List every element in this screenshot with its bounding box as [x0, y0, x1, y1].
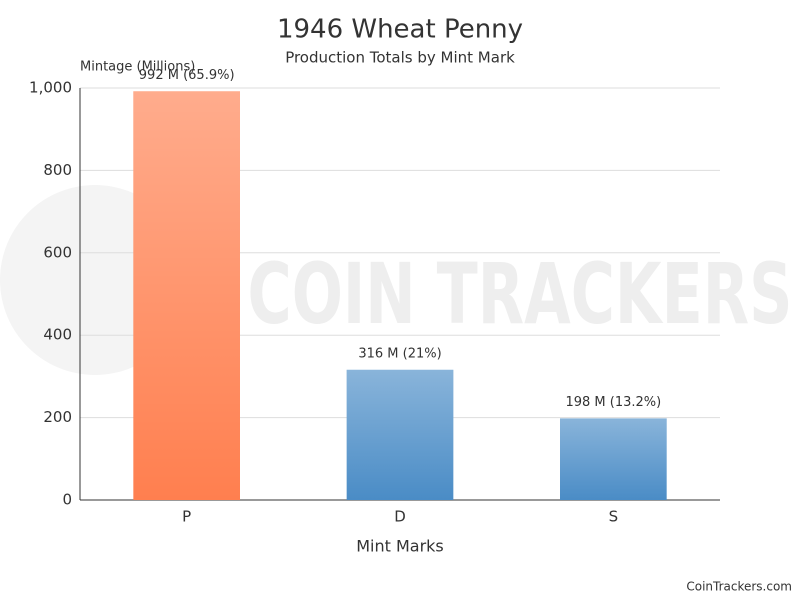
y-tick-label: 800: [43, 161, 72, 179]
x-axis-label: Mint Marks: [356, 537, 444, 556]
chart-title: 1946 Wheat Penny: [277, 15, 523, 45]
y-tick-label: 0: [62, 491, 72, 509]
y-tick-label: 400: [43, 326, 72, 344]
value-label: 992 M (65.9%): [139, 68, 235, 83]
value-label: 316 M (21%): [358, 346, 441, 361]
value-label: 198 M (13.2%): [565, 395, 661, 410]
y-tick-label: 200: [43, 408, 72, 426]
y-axis-label: Mintage (Millions): [80, 60, 195, 75]
footer: CoinTrackers.com: [686, 580, 792, 594]
watermark: COIN TRACKERS: [248, 245, 793, 343]
y-tick-label: 600: [43, 243, 72, 261]
x-tick-label: P: [182, 508, 191, 526]
y-tick-label: 1,000: [29, 79, 72, 97]
bar-shine: [560, 418, 667, 500]
x-tick-label: S: [609, 508, 619, 526]
bar-shine: [133, 91, 240, 501]
chart-subtitle: Production Totals by Mint Mark: [285, 49, 515, 67]
x-tick-label: D: [394, 508, 406, 526]
bar-shine: [346, 369, 454, 500]
